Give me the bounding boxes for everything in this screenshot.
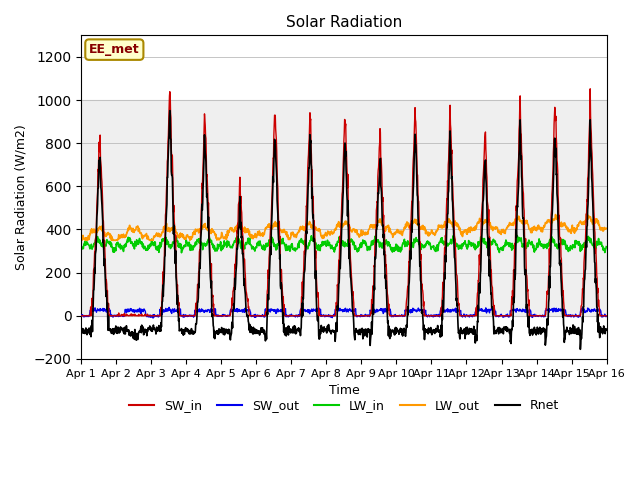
LW_out: [194, 227, 202, 233]
Rnet: [195, 295, 202, 301]
SW_out: [77, 313, 85, 319]
Rnet: [253, 331, 261, 336]
LW_out: [540, 223, 548, 228]
SW_in: [77, 313, 85, 319]
Line: SW_in: SW_in: [81, 89, 606, 316]
Line: LW_out: LW_out: [81, 214, 606, 240]
X-axis label: Time: Time: [328, 384, 359, 397]
Legend: SW_in, SW_out, LW_in, LW_out, Rnet: SW_in, SW_out, LW_in, LW_out, Rnet: [124, 395, 564, 418]
Rnet: [494, 326, 502, 332]
LW_in: [253, 240, 261, 246]
SW_out: [182, 313, 189, 319]
LW_out: [181, 236, 189, 241]
SW_out: [541, 312, 548, 318]
LW_in: [495, 247, 502, 252]
LW_in: [602, 244, 610, 250]
SW_out: [495, 313, 502, 319]
Line: LW_in: LW_in: [81, 236, 606, 252]
Rnet: [602, 327, 610, 333]
SW_in: [253, 313, 260, 319]
Y-axis label: Solar Radiation (W/m2): Solar Radiation (W/m2): [15, 124, 28, 270]
Line: SW_out: SW_out: [81, 307, 606, 318]
SW_out: [195, 307, 202, 313]
LW_in: [426, 240, 433, 245]
LW_in: [77, 244, 85, 250]
Rnet: [577, 347, 584, 352]
Text: EE_met: EE_met: [89, 43, 140, 56]
SW_in: [493, 313, 501, 319]
LW_out: [77, 238, 85, 243]
SW_in: [540, 313, 548, 319]
LW_out: [425, 233, 433, 239]
Rnet: [166, 108, 173, 113]
LW_out: [253, 234, 260, 240]
Rnet: [540, 329, 548, 335]
SW_out: [149, 315, 157, 321]
LW_in: [449, 233, 457, 239]
SW_in: [602, 313, 610, 319]
LW_out: [602, 226, 610, 231]
SW_out: [253, 312, 261, 318]
LW_out: [493, 225, 501, 231]
SW_out: [602, 313, 610, 319]
Rnet: [426, 327, 433, 333]
SW_in: [181, 313, 189, 319]
LW_in: [195, 237, 202, 243]
LW_in: [541, 244, 548, 250]
LW_in: [182, 243, 189, 249]
SW_out: [165, 304, 173, 310]
SW_in: [194, 285, 202, 290]
Bar: [81, 100, 607, 316]
SW_in: [425, 313, 433, 319]
LW_out: [582, 211, 590, 217]
LW_in: [178, 250, 186, 255]
SW_out: [426, 314, 433, 320]
SW_in: [586, 86, 594, 92]
Line: Rnet: Rnet: [81, 110, 606, 349]
Rnet: [77, 328, 85, 334]
Rnet: [182, 325, 189, 331]
Title: Solar Radiation: Solar Radiation: [286, 15, 402, 30]
